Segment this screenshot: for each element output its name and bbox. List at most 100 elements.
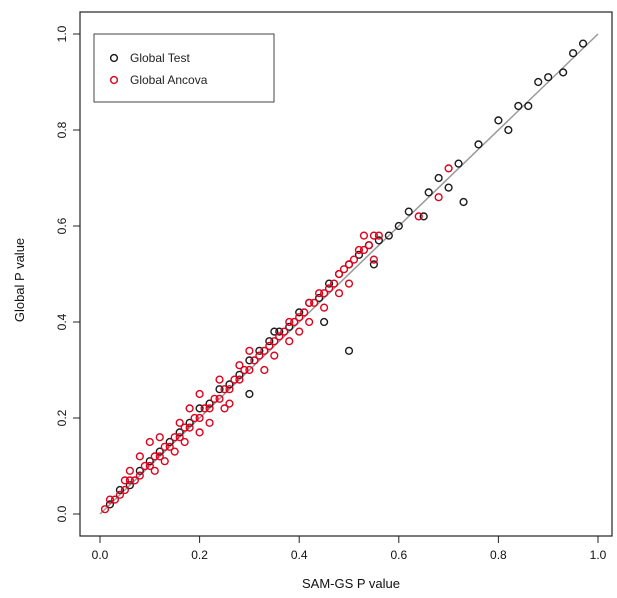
- point-global-test-35: [459, 197, 468, 207]
- point-global-ancova-45: [324, 284, 334, 293]
- point-global-ancova-36: [280, 327, 289, 336]
- point-global-ancova-8: [140, 461, 149, 471]
- point-global-ancova-2: [110, 495, 120, 504]
- point-global-ancova-70: [205, 418, 214, 427]
- point-global-test-0: [105, 500, 115, 509]
- point-global-ancova-38: [290, 317, 299, 327]
- point-global-test-2: [125, 481, 134, 490]
- point-global-ancova-15: [175, 433, 184, 442]
- point-global-test-5: [155, 447, 164, 456]
- point-global-ancova-86: [305, 317, 314, 327]
- point-global-ancova-65: [320, 303, 329, 312]
- y-tick-label-0: 0.0: [55, 505, 69, 522]
- y-tick-label-3: 0.6: [55, 217, 69, 234]
- point-global-ancova-53: [364, 241, 374, 250]
- point-global-test-49: [369, 260, 379, 269]
- point-global-ancova-18: [190, 413, 199, 423]
- legend-box: [93, 33, 275, 103]
- point-global-test-14: [245, 356, 254, 365]
- point-global-ancova-75: [414, 212, 423, 221]
- point-global-ancova-22: [210, 394, 219, 403]
- point-global-test-10: [205, 399, 214, 408]
- point-global-ancova-72: [295, 327, 304, 336]
- point-global-test-4: [145, 457, 154, 466]
- point-global-test-1: [115, 485, 125, 495]
- plot-border: [79, 11, 613, 537]
- point-global-ancova-77: [444, 164, 453, 173]
- point-global-ancova-14: [170, 433, 179, 442]
- point-global-test-8: [185, 418, 194, 427]
- point-global-ancova-57: [145, 437, 154, 447]
- legend-label-0: Global Test: [130, 51, 190, 65]
- point-global-test-6: [165, 437, 174, 447]
- point-global-ancova-4: [120, 485, 130, 495]
- point-global-ancova-59: [170, 447, 179, 456]
- point-global-test-28: [344, 346, 354, 355]
- x-tick-label-1: 0.2: [191, 548, 208, 562]
- point-global-test-43: [559, 68, 568, 77]
- y-tick-label-2: 0.4: [55, 313, 69, 330]
- y-axis-label: Global P value: [12, 238, 27, 322]
- point-global-ancova-7: [135, 471, 144, 480]
- point-global-test-33: [444, 183, 453, 192]
- point-global-ancova-11: [155, 452, 164, 461]
- x-tick-label-4: 0.8: [490, 548, 507, 562]
- point-global-ancova-3: [115, 490, 125, 499]
- point-global-ancova-21: [205, 404, 214, 413]
- point-global-test-30: [404, 207, 413, 216]
- y-axis: 0.0 0.2 0.4 0.6 0.8 1.0: [55, 25, 80, 522]
- point-global-ancova-82: [180, 437, 189, 447]
- point-global-test-50: [394, 221, 403, 231]
- point-global-ancova-5: [125, 476, 134, 485]
- point-global-test-51: [424, 188, 433, 197]
- point-global-test-27: [374, 236, 383, 245]
- point-global-ancova-16: [180, 423, 189, 432]
- point-global-test-47: [270, 327, 279, 336]
- point-global-test-11: [215, 385, 224, 394]
- x-axis-label: SAM-GS P value: [302, 576, 400, 591]
- point-global-ancova-74: [359, 231, 369, 240]
- point-global-test-9: [195, 404, 204, 413]
- point-global-ancova-58: [155, 433, 164, 442]
- point-global-ancova-87: [334, 289, 344, 298]
- point-global-test-41: [534, 77, 543, 87]
- point-global-ancova-62: [220, 404, 229, 413]
- point-global-test-22: [324, 279, 334, 288]
- point-global-test-38: [504, 125, 513, 135]
- point-global-ancova-30: [250, 356, 259, 365]
- point-global-ancova-42: [310, 298, 319, 307]
- point-global-test-48: [320, 317, 329, 327]
- legend-marker-1: [109, 75, 119, 85]
- point-global-test-45: [578, 39, 588, 48]
- point-global-ancova-25: [225, 385, 234, 394]
- point-global-ancova-85: [285, 337, 294, 346]
- point-global-ancova-60: [185, 404, 194, 413]
- point-global-test-16: [265, 337, 274, 346]
- point-global-ancova-34: [270, 337, 279, 346]
- point-global-test-7: [175, 428, 184, 437]
- y-tick-label-5: 1.0: [55, 25, 69, 42]
- point-global-test-31: [419, 212, 428, 221]
- point-global-test-46: [245, 389, 254, 399]
- point-global-ancova-0: [100, 505, 110, 514]
- point-global-ancova-63: [235, 361, 244, 370]
- point-global-ancova-6: [130, 476, 139, 485]
- point-global-ancova-76: [434, 193, 443, 202]
- point-global-ancova-73: [344, 279, 354, 288]
- identity-line: [99, 33, 599, 515]
- point-global-ancova-33: [265, 341, 274, 351]
- point-global-ancova-10: [150, 452, 159, 461]
- point-global-ancova-80: [120, 476, 130, 485]
- point-global-ancova-19: [195, 413, 204, 423]
- y-tick-label-4: 0.8: [55, 121, 69, 138]
- legend-label-1: Global Ancova: [130, 73, 208, 87]
- point-global-ancova-23: [215, 394, 224, 403]
- point-global-ancova-39: [295, 313, 304, 322]
- point-global-test-19: [295, 308, 304, 317]
- point-global-test-12: [225, 380, 234, 389]
- point-global-ancova-9: [145, 461, 154, 471]
- point-global-test-40: [524, 101, 533, 111]
- x-tick-label-0: 0.0: [92, 548, 109, 562]
- point-global-test-21: [315, 293, 324, 303]
